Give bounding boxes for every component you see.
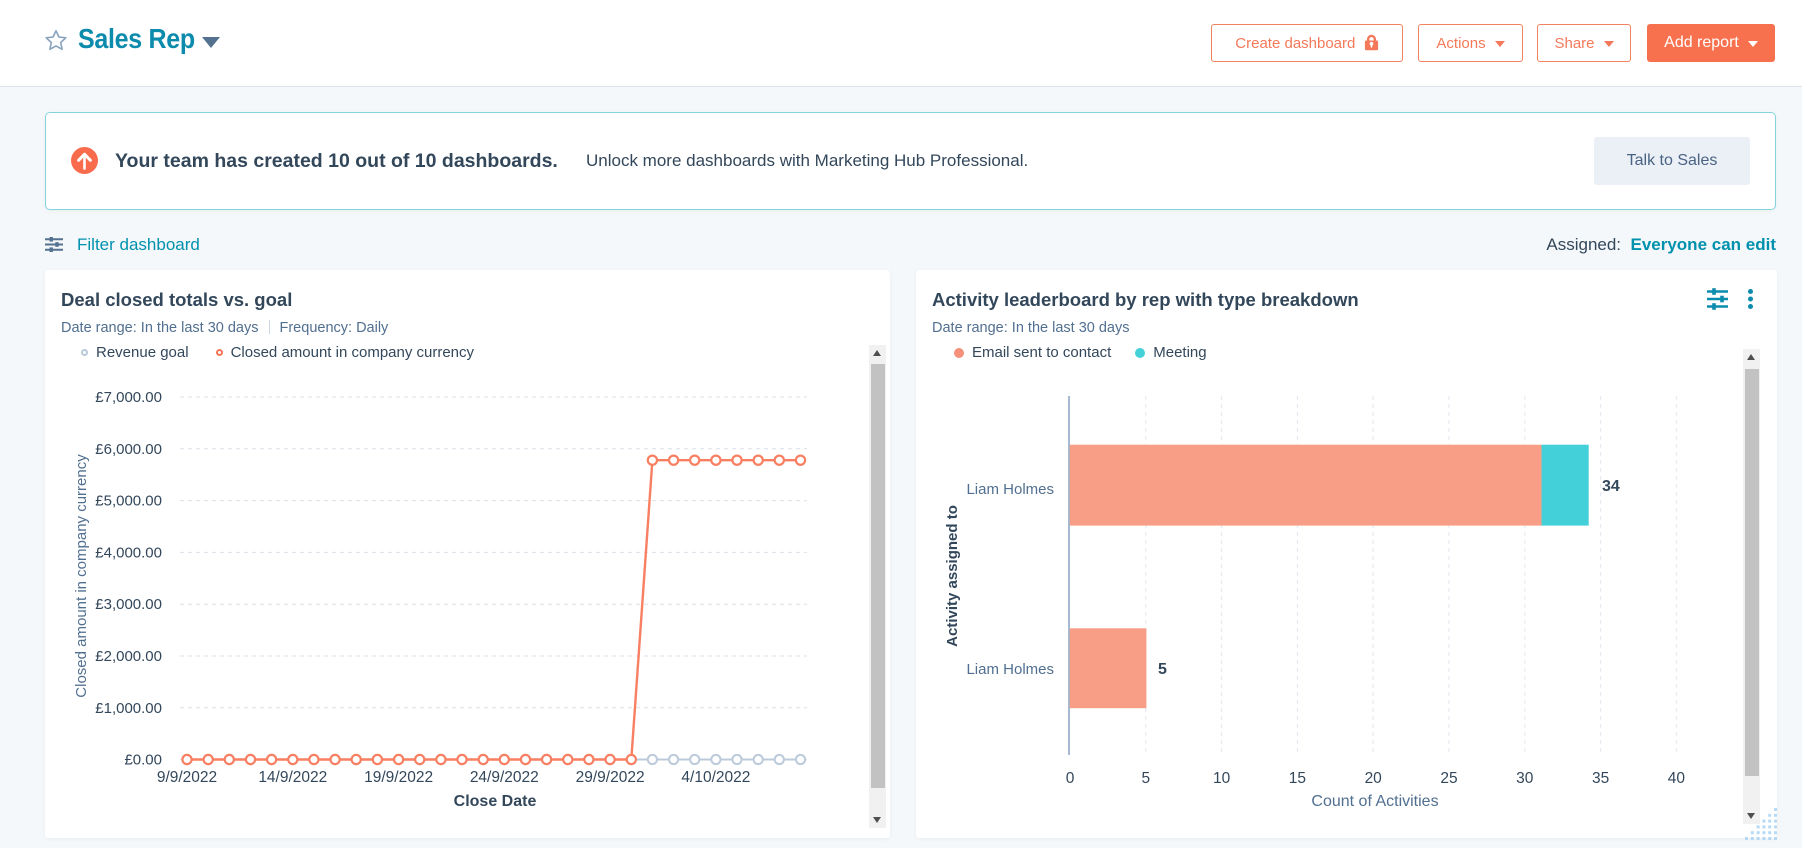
svg-text:Closed amount in company curre: Closed amount in company currency — [73, 454, 90, 698]
svg-text:40: 40 — [1668, 770, 1686, 787]
svg-text:Count of Activities: Count of Activities — [1311, 793, 1438, 810]
svg-text:20: 20 — [1365, 770, 1383, 787]
svg-text:Close Date: Close Date — [454, 793, 537, 810]
svg-text:5: 5 — [1141, 770, 1150, 787]
svg-text:£2,000.00: £2,000.00 — [95, 648, 162, 665]
svg-text:15: 15 — [1289, 770, 1306, 787]
svg-text:£5,000.00: £5,000.00 — [95, 493, 162, 510]
svg-text:£1,000.00: £1,000.00 — [95, 700, 162, 717]
svg-text:24/9/2022: 24/9/2022 — [470, 769, 539, 786]
svg-text:Liam Holmes: Liam Holmes — [966, 661, 1054, 678]
svg-text:£7,000.00: £7,000.00 — [95, 389, 162, 406]
svg-text:Activity assigned to: Activity assigned to — [944, 505, 961, 647]
svg-text:4/10/2022: 4/10/2022 — [681, 769, 750, 786]
svg-text:35: 35 — [1592, 770, 1609, 787]
svg-text:34: 34 — [1602, 478, 1620, 495]
svg-text:30: 30 — [1516, 770, 1534, 787]
svg-text:14/9/2022: 14/9/2022 — [258, 769, 327, 786]
svg-text:5: 5 — [1158, 661, 1167, 678]
svg-text:£4,000.00: £4,000.00 — [95, 544, 162, 561]
svg-text:9/9/2022: 9/9/2022 — [157, 769, 217, 786]
svg-text:10: 10 — [1213, 770, 1231, 787]
svg-text:£0.00: £0.00 — [124, 752, 162, 769]
svg-text:19/9/2022: 19/9/2022 — [364, 769, 433, 786]
svg-text:£6,000.00: £6,000.00 — [95, 441, 162, 458]
svg-text:29/9/2022: 29/9/2022 — [576, 769, 645, 786]
svg-text:£3,000.00: £3,000.00 — [95, 596, 162, 613]
svg-text:25: 25 — [1440, 770, 1457, 787]
svg-text:Liam Holmes: Liam Holmes — [966, 481, 1054, 498]
svg-text:0: 0 — [1066, 770, 1075, 787]
